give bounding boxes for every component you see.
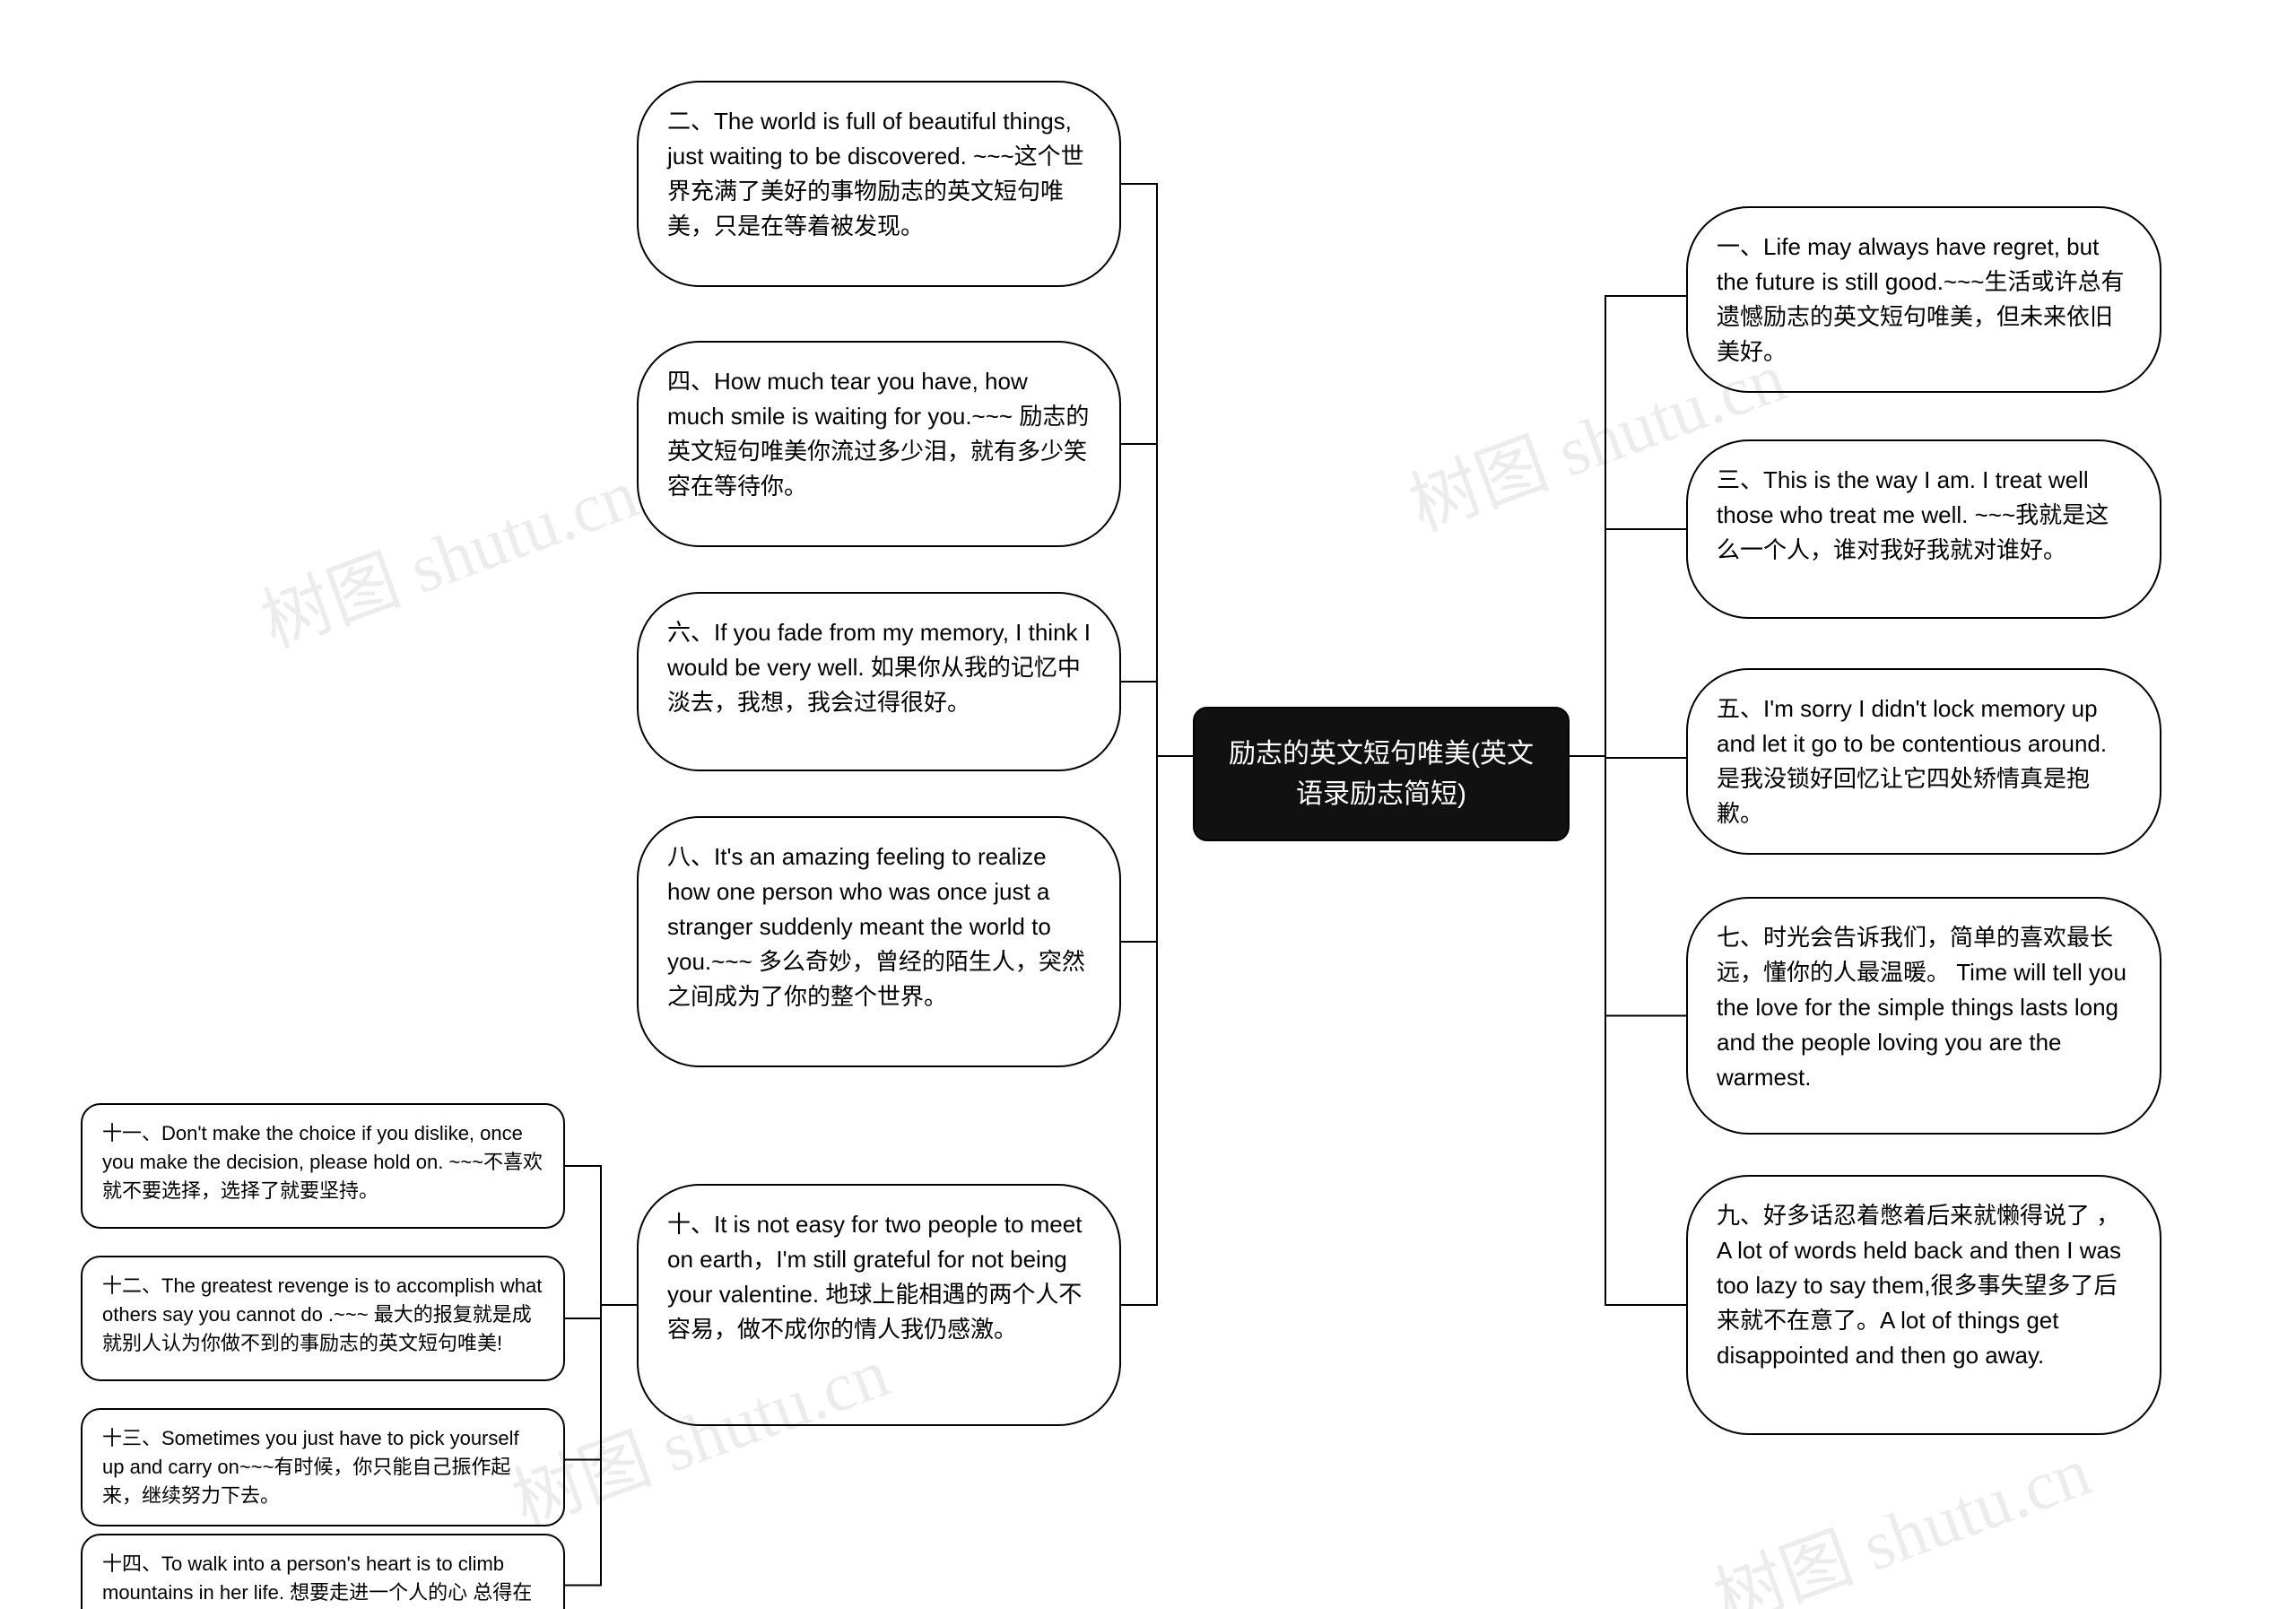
left-node-label: 六、If you fade from my memory, I think I … [667, 619, 1091, 716]
left-node-label: 十、It is not easy for two people to meet … [667, 1211, 1082, 1343]
edge [1121, 184, 1157, 756]
watermark: 树图 shutu.cn [246, 439, 649, 667]
right-node-n1[interactable]: 一、Life may always have regret, but the f… [1686, 206, 2161, 393]
right-node-n7[interactable]: 七、时光会告诉我们，简单的喜欢最长远，懂你的人最温暖。 Time will te… [1686, 897, 2161, 1135]
left-node-n10[interactable]: 十、It is not easy for two people to meet … [637, 1184, 1121, 1426]
left-node-label: 四、How much tear you have, how much smile… [667, 368, 1089, 500]
right-node-label: 一、Life may always have regret, but the f… [1717, 233, 2124, 365]
edge [565, 1166, 601, 1305]
left-node-label: 八、It's an amazing feeling to realize how… [667, 843, 1085, 1010]
left-node-n8[interactable]: 八、It's an amazing feeling to realize how… [637, 816, 1121, 1067]
right-node-n5[interactable]: 五、I'm sorry I didn't lock memory up and … [1686, 668, 2161, 855]
sub-node-n12[interactable]: 十二、The greatest revenge is to accomplish… [81, 1256, 565, 1381]
watermark: 树图 shutu.cn [1699, 1416, 2102, 1609]
sub-node-n11[interactable]: 十一、Don't make the choice if you dislike,… [81, 1103, 565, 1229]
edge [565, 1305, 601, 1586]
right-node-label: 七、时光会告诉我们，简单的喜欢最长远，懂你的人最温暖。 Time will te… [1717, 924, 2126, 1091]
edge [1121, 444, 1157, 756]
left-node-n2[interactable]: 二、The world is full of beautiful things,… [637, 81, 1121, 287]
right-node-label: 三、This is the way I am. I treat well tho… [1717, 466, 2109, 563]
center-node-label: 励志的英文短句唯美(英文语录励志简短) [1229, 739, 1534, 809]
edge [1121, 756, 1157, 942]
watermark-text: 树图 shutu.cn [1705, 1431, 2100, 1609]
edge [1605, 529, 1686, 756]
mindmap-canvas: 励志的英文短句唯美(英文语录励志简短) 二、The world is full o… [0, 0, 2296, 1609]
edge [1121, 756, 1157, 1305]
edge [1605, 756, 1686, 758]
edge [1605, 756, 1686, 1016]
sub-node-label: 十二、The greatest revenge is to accomplish… [102, 1274, 542, 1354]
edge [1605, 296, 1686, 756]
sub-node-label: 十一、Don't make the choice if you dislike,… [102, 1122, 543, 1202]
right-node-label: 九、好多话忍着憋着后来就懒得说了 ，A lot of words held ba… [1717, 1202, 2121, 1369]
right-node-n9[interactable]: 九、好多话忍着憋着后来就懒得说了 ，A lot of words held ba… [1686, 1175, 2161, 1435]
left-node-n6[interactable]: 六、If you fade from my memory, I think I … [637, 592, 1121, 771]
sub-node-n14[interactable]: 十四、To walk into a person's heart is to c… [81, 1534, 565, 1609]
edge [565, 1305, 601, 1460]
edge [1121, 682, 1157, 756]
left-node-n4[interactable]: 四、How much tear you have, how much smile… [637, 341, 1121, 547]
edge [1605, 756, 1686, 1305]
right-node-n3[interactable]: 三、This is the way I am. I treat well tho… [1686, 439, 2161, 619]
sub-node-label: 十四、To walk into a person's heart is to c… [102, 1552, 532, 1609]
sub-node-label: 十三、Sometimes you just have to pick yours… [102, 1427, 519, 1507]
sub-node-n13[interactable]: 十三、Sometimes you just have to pick yours… [81, 1408, 565, 1526]
left-node-label: 二、The world is full of beautiful things,… [667, 108, 1084, 239]
center-node[interactable]: 励志的英文短句唯美(英文语录励志简短) [1193, 707, 1570, 841]
watermark-text: 树图 shutu.cn [252, 454, 648, 661]
right-node-label: 五、I'm sorry I didn't lock memory up and … [1717, 695, 2107, 827]
edge [565, 1305, 601, 1318]
